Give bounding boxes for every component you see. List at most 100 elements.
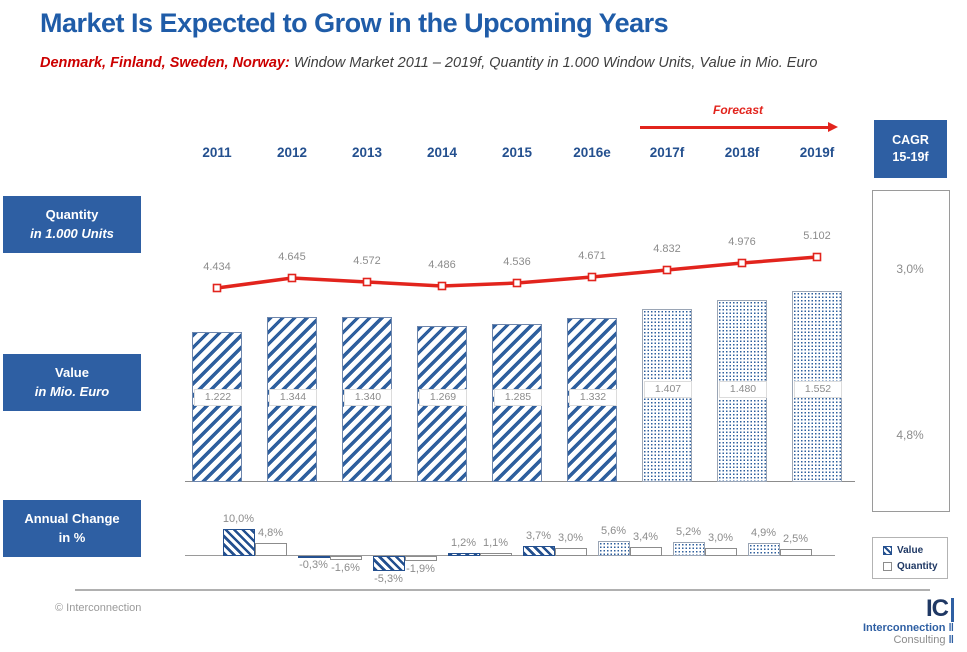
axis-label-annual-change: Annual Change in %	[3, 500, 141, 557]
cagr-value-value: 4,8%	[896, 428, 924, 442]
quantity-point-label: 4.572	[353, 255, 381, 267]
quantity-point-label: 4.832	[653, 243, 681, 255]
company-logo: IC Interconnection ‖ Consulting ‖	[860, 595, 954, 647]
logo-line1: Interconnection ‖	[860, 622, 954, 634]
cagr-header-line2: 15-19f	[892, 150, 929, 164]
annual-value-bar-2017f	[597, 541, 630, 556]
axis-label-value-line2: in Mio. Euro	[34, 383, 110, 399]
annual-quantity-label: 3,0%	[557, 532, 584, 544]
logo-ic-mark: IC	[860, 595, 954, 622]
legend: Value Quantity	[872, 537, 948, 579]
value-bar-label: 1.285	[494, 389, 542, 406]
annual-quantity-bar-2012	[254, 543, 287, 556]
value-bar-label: 1.480	[719, 381, 767, 398]
forecast-arrow	[640, 126, 828, 129]
axis-label-annual-line2: in %	[58, 529, 86, 545]
annual-quantity-bar-2019f	[779, 549, 812, 556]
logo-line2-text: Consulting	[893, 634, 946, 647]
subtitle: Denmark, Finland, Sweden, Norway: Window…	[40, 55, 960, 71]
annual-quantity-bar-2016e	[554, 548, 587, 556]
forecast-label: Forecast	[712, 103, 764, 117]
quantity-point-label: 4.645	[278, 251, 306, 263]
annual-value-label: 4,9%	[750, 527, 777, 539]
value-bar-label: 1.340	[344, 389, 392, 406]
page-title: Market Is Expected to Grow in the Upcomi…	[40, 8, 669, 38]
legend-quantity-label: Quantity	[897, 560, 938, 572]
annual-quantity-label: -1,9%	[406, 563, 435, 575]
annual-value-label: 5,6%	[600, 525, 627, 537]
axis-label-annual-line1: Annual Change	[24, 510, 120, 526]
year-label-2016e: 2016e	[573, 145, 611, 160]
value-bar-label: 1.222	[194, 389, 242, 406]
year-label-2018f: 2018f	[724, 145, 760, 160]
annual-quantity-label: 1,1%	[482, 537, 509, 549]
annual-quantity-label: -1,6%	[331, 562, 360, 574]
value-hatch-swatch-icon	[883, 545, 892, 555]
annual-value-label: 10,0%	[222, 513, 255, 525]
axis-label-quantity: Quantity in 1.000 Units	[3, 196, 141, 253]
year-label-2015: 2015	[501, 145, 533, 160]
annual-value-bar-2015	[447, 553, 480, 556]
annual-value-bar-2013	[297, 556, 330, 558]
value-bar-label: 1.269	[419, 389, 467, 406]
value-bar-label: 1.407	[644, 381, 692, 398]
subtitle-text: Window Market 2011 – 2019f, Quantity in …	[289, 55, 818, 71]
annual-value-bar-2012	[222, 529, 255, 556]
legend-value-label: Value	[897, 544, 924, 556]
annual-quantity-label: 3,4%	[632, 531, 659, 543]
annual-value-label: -0,3%	[299, 559, 328, 571]
quantity-point-label: 5.102	[803, 230, 831, 242]
quantity-point-label: 4.976	[728, 236, 756, 248]
year-label-2017f: 2017f	[649, 145, 685, 160]
annual-value-bar-2019f	[747, 543, 780, 556]
value-bar-label: 1.332	[569, 389, 617, 406]
annual-quantity-label: 4,8%	[257, 527, 284, 539]
annual-value-bar-2014	[372, 556, 405, 571]
quantity-point-label: 4.671	[578, 250, 606, 262]
value-bar-2011	[192, 332, 242, 482]
annual-value-label: 3,7%	[525, 530, 552, 542]
cagr-header: CAGR 15-19f	[874, 120, 947, 178]
annual-quantity-bar-2018f	[704, 548, 737, 556]
quantity-point-label: 4.536	[503, 256, 531, 268]
axis-label-quantity-line2: in 1.000 Units	[30, 225, 114, 241]
annual-quantity-bar-2015	[479, 553, 512, 556]
logo-line2-bars-icon: ‖	[948, 634, 954, 647]
logo-ic-text: IC	[926, 595, 949, 622]
logo-line1-text: Interconnection	[862, 622, 946, 635]
annual-quantity-label: 3,0%	[707, 532, 734, 544]
forecast-arrow-head-icon	[828, 122, 838, 132]
year-label-2014: 2014	[426, 145, 458, 160]
cagr-header-line1: CAGR	[892, 132, 929, 147]
logo-line1-bars-icon: ‖	[948, 622, 954, 635]
annual-quantity-bar-2013	[329, 556, 362, 560]
subtitle-countries: Denmark, Finland, Sweden, Norway:	[40, 55, 290, 71]
annual-quantity-bar-2017f	[629, 547, 662, 556]
logo-bar-icon	[951, 598, 954, 622]
copyright: © Interconnection	[55, 602, 142, 614]
annual-value-label: -5,3%	[374, 573, 403, 585]
year-label-2011: 2011	[202, 145, 232, 160]
legend-item-value: Value	[883, 545, 947, 556]
axis-label-value: Value in Mio. Euro	[3, 354, 141, 411]
footer-divider	[75, 589, 930, 591]
year-label-2013: 2013	[351, 145, 383, 160]
year-label-2012: 2012	[276, 145, 308, 160]
annual-quantity-label: 2,5%	[782, 533, 809, 545]
axis-label-value-line1: Value	[55, 364, 89, 380]
annual-value-bar-2018f	[672, 542, 705, 556]
axis-label-quantity-line1: Quantity	[45, 206, 99, 222]
annual-value-label: 5,2%	[675, 526, 702, 538]
quantity-point-label: 4.434	[203, 261, 231, 273]
annual-value-bar-2016e	[522, 546, 555, 556]
year-label-2019f: 2019f	[799, 145, 835, 160]
cagr-quantity-value: 3,0%	[896, 262, 924, 276]
legend-item-quantity: Quantity	[883, 561, 947, 572]
cagr-panel	[872, 190, 950, 512]
annual-quantity-bar-2014	[404, 556, 437, 561]
logo-line2: Consulting ‖	[860, 634, 954, 646]
annual-value-label: 1,2%	[450, 537, 477, 549]
quantity-empty-swatch-icon	[883, 561, 892, 571]
value-bar-label: 1.344	[269, 389, 317, 406]
quantity-point-label: 4.486	[428, 259, 456, 271]
